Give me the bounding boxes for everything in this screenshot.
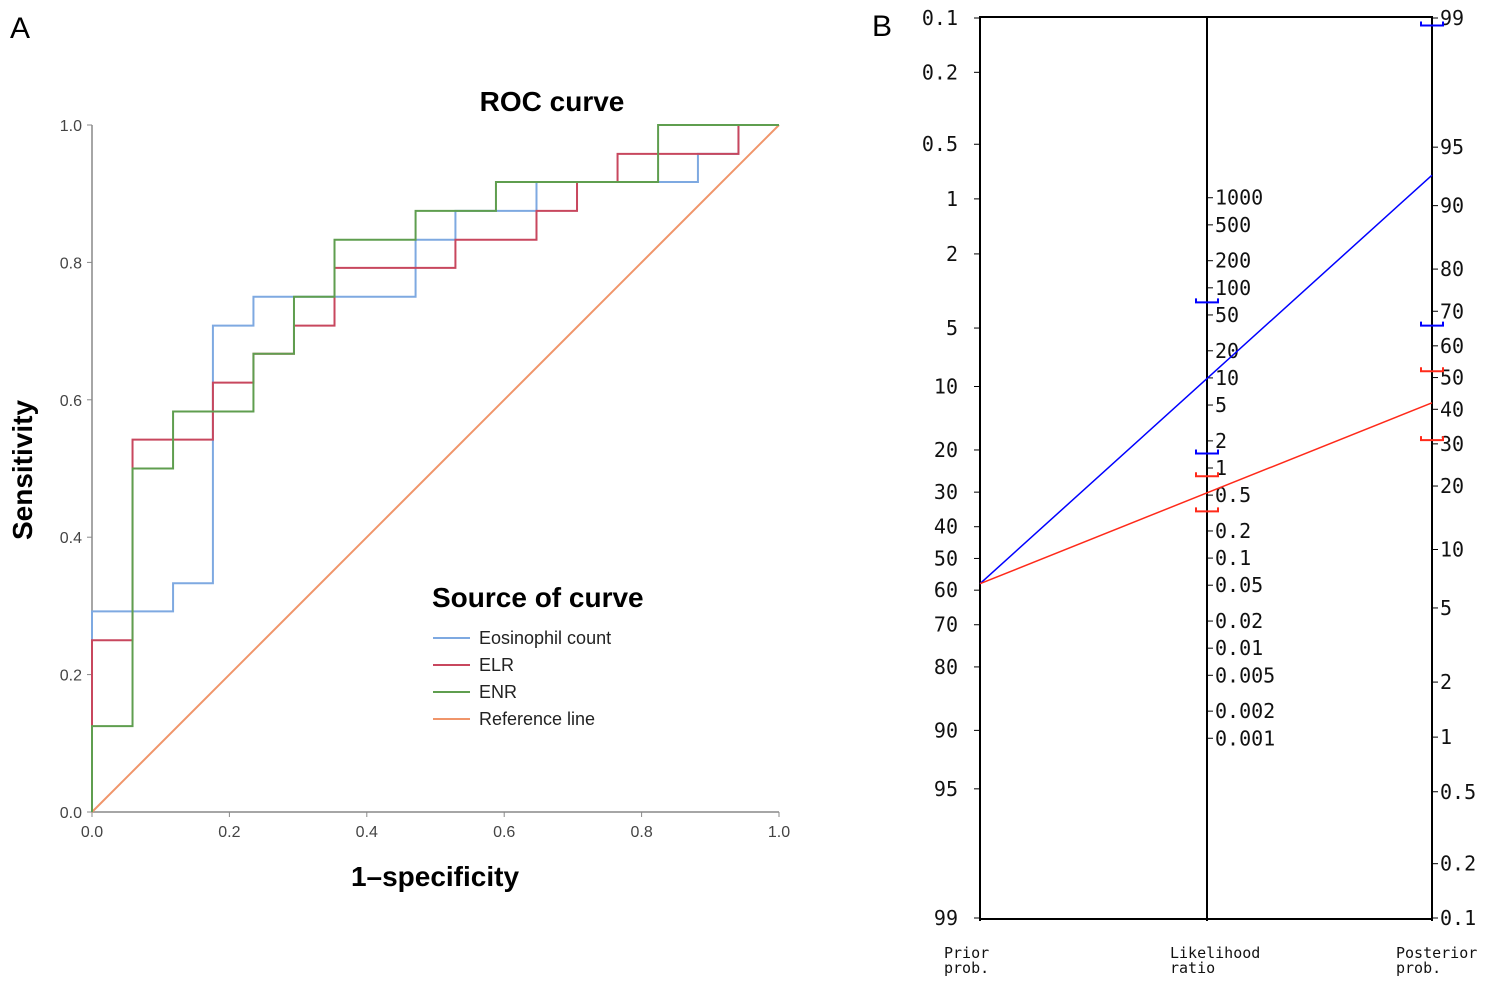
lr-tick-label: 10 [1215,366,1239,390]
y-tick-label: 1.0 [60,118,82,135]
lr-tick-label: 200 [1215,249,1251,273]
lr-tick-label: 0.02 [1215,609,1263,633]
lr-ci-bracket [1195,507,1219,513]
prior-axis-title: Prior prob. [944,944,990,977]
posterior-tick-label: 1 [1440,725,1452,749]
prior-tick-label: 5 [946,316,958,340]
legend-label: ELR [479,655,514,675]
prior-tick-label: 0.1 [922,6,958,30]
y-axis-title: Sensitivity [7,400,38,540]
prior-tick-label: 90 [934,718,958,742]
prior-tick-label: 20 [934,438,958,462]
lr-tick-label: 50 [1215,303,1239,327]
prior-tick-label: 80 [934,655,958,679]
lr-tick-label: 0.2 [1215,519,1251,543]
posterior-tick-label: 30 [1440,432,1464,456]
lr-tick-label: 100 [1215,276,1251,300]
lr-tick-label: 0.005 [1215,663,1275,687]
x-tick-label: 0.6 [493,824,515,841]
legend-label: Eosinophil count [479,628,611,648]
posterior-ci-bracket [1420,21,1444,27]
lr-tick-label: 0.1 [1215,546,1251,570]
panel-label: B [872,10,892,43]
x-tick-label: 0.0 [81,824,103,841]
chart-title: ROC curve [480,86,625,117]
lr-tick-label: 0.05 [1215,573,1263,597]
posterior-tick-label: 60 [1440,334,1464,358]
posterior-tick-label: 0.2 [1440,852,1476,876]
posterior-ci-bracket [1420,321,1444,327]
panel-label: A [10,12,30,45]
posterior-tick-label: 90 [1440,194,1464,218]
nomogram-line [979,174,1433,585]
posterior-tick-label: 70 [1440,299,1464,323]
lr-axis-title: Likelihood ratio [1170,944,1261,977]
prior-tick-label: 0.5 [922,132,958,156]
prior-tick-label: 2 [946,242,958,266]
prior-tick-label: 99 [934,906,958,930]
roc-line [91,124,780,813]
prior-tick-label: 0.2 [922,60,958,84]
lr-ci-bracket [1195,298,1219,304]
lr-tick-label: 0.002 [1215,699,1275,723]
legend-label: Reference line [479,709,595,729]
y-tick-label: 0.6 [60,393,82,410]
prior-tick-label: 30 [934,480,958,504]
y-tick-label: 0.0 [60,805,82,822]
posterior-tick-label: 80 [1440,257,1464,281]
x-tick-label: 1.0 [768,824,790,841]
lr-tick-label: 1000 [1215,186,1263,210]
legend-title: Source of curve [432,582,644,613]
posterior-ci-bracket [1420,367,1444,373]
posterior-tick-label: 99 [1440,6,1464,30]
prior-tick-label: 10 [934,375,958,399]
posterior-tick-label: 5 [1440,596,1452,620]
lr-ci-bracket [1195,472,1219,478]
lr-tick-label: 0.01 [1215,636,1263,660]
prior-tick-label: 95 [934,777,958,801]
posterior-axis-title: Posterior prob. [1396,944,1478,977]
posterior-ci-bracket [1420,436,1444,442]
x-axis-title: 1–specificity [351,861,520,892]
posterior-tick-label: 40 [1440,397,1464,421]
posterior-tick-label: 10 [1440,537,1464,561]
prior-tick-label: 40 [934,515,958,539]
posterior-tick-label: 2 [1440,670,1452,694]
lr-tick-label: 5 [1215,393,1227,417]
posterior-tick-label: 0.5 [1440,780,1476,804]
prior-tick-label: 50 [934,546,958,570]
y-tick-label: 0.8 [60,255,82,272]
lr-tick-label: 500 [1215,213,1251,237]
x-tick-label: 0.4 [356,824,378,841]
prior-tick-label: 70 [934,613,958,637]
lr-tick-label: 0.001 [1215,726,1275,750]
posterior-tick-label: 50 [1440,366,1464,390]
prior-tick-label: 60 [934,578,958,602]
roc-line [91,124,779,812]
x-tick-label: 0.8 [630,824,652,841]
posterior-tick-label: 20 [1440,474,1464,498]
y-tick-label: 0.4 [60,530,82,547]
lr-tick-label: 20 [1215,339,1239,363]
x-tick-label: 0.2 [218,824,240,841]
nomogram-line [979,402,1433,585]
y-tick-label: 0.2 [60,668,82,685]
lr-ci-bracket [1195,449,1219,455]
lr-tick-label: 2 [1215,429,1227,453]
prior-tick-label: 1 [946,187,958,211]
posterior-tick-label: 95 [1440,135,1464,159]
posterior-tick-label: 0.1 [1440,906,1476,930]
legend-label: ENR [479,682,517,702]
